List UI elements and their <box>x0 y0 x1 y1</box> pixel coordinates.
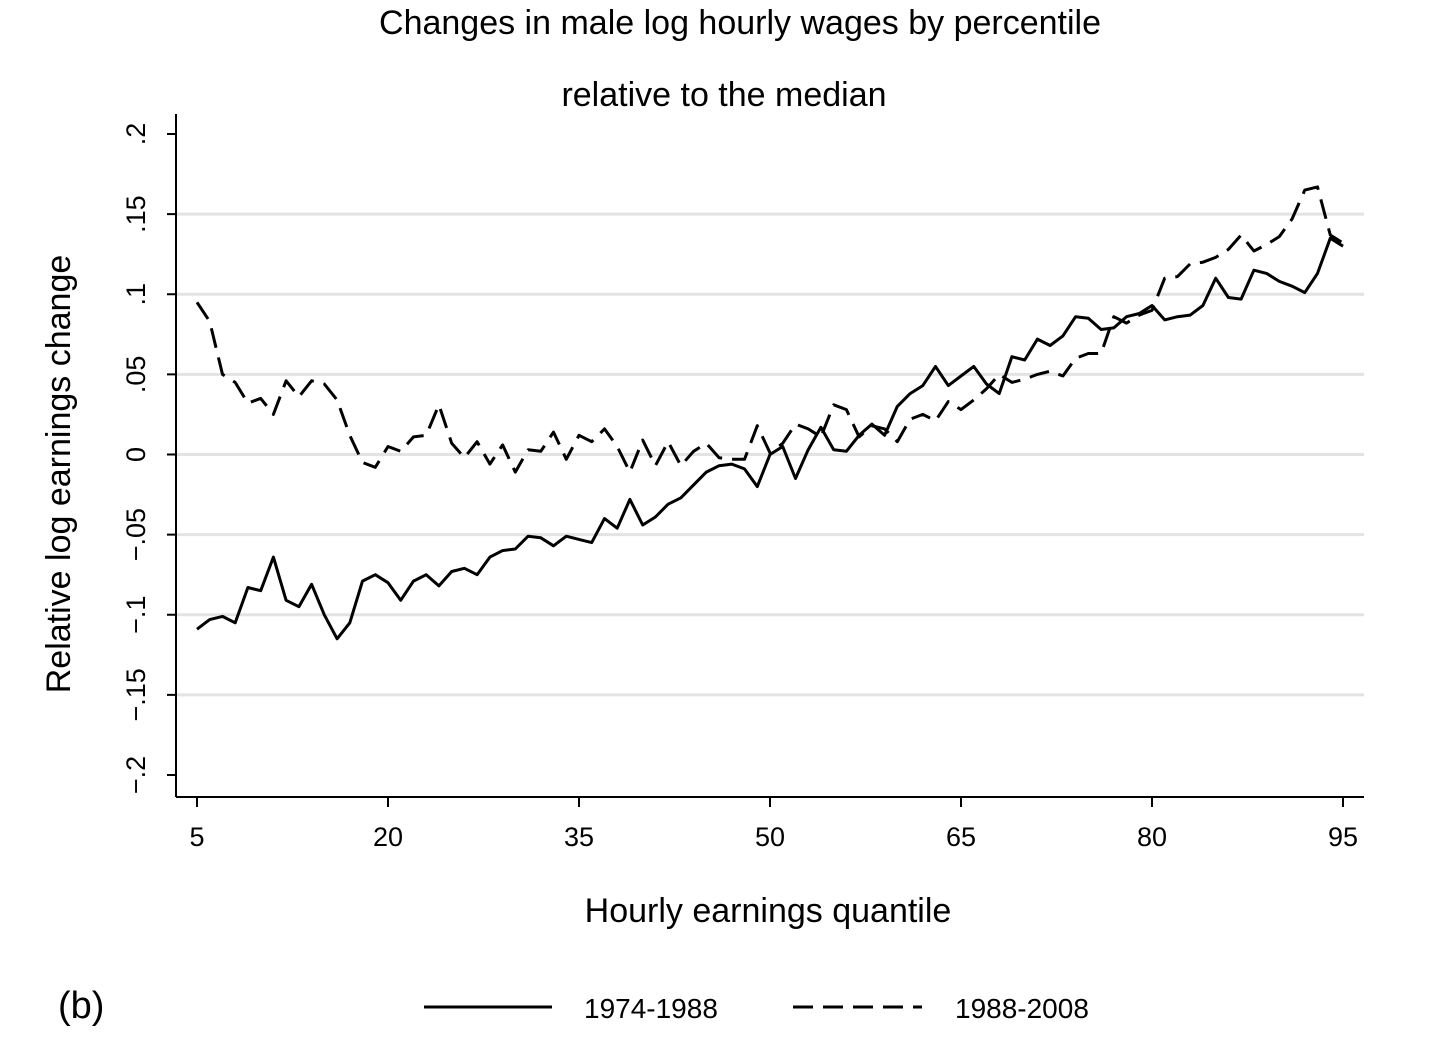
legend-label: 1974-1988 <box>584 993 718 1024</box>
y-ticks: −.2 −.15 −.1 −.05 0 .05 .1 .15 .2 <box>121 123 176 794</box>
x-ticks: 5 20 35 50 65 80 95 <box>189 797 1358 852</box>
x-tick-label: 5 <box>189 822 204 852</box>
y-tick-label: .15 <box>121 195 151 233</box>
x-tick-label: 35 <box>564 822 594 852</box>
gridlines <box>177 212 1364 697</box>
x-tick-label: 65 <box>946 822 976 852</box>
y-axis-title: Relative log earnings change <box>40 255 78 694</box>
series-layer <box>195 185 1344 641</box>
x-tick-label: 20 <box>373 822 403 852</box>
y-tick-label: −.2 <box>121 756 151 794</box>
y-tick-label: −.1 <box>121 596 151 634</box>
panel-label: (b) <box>58 985 104 1027</box>
y-tick-label: −.15 <box>121 668 151 721</box>
y-tick-label: 0 <box>121 447 151 462</box>
x-tick-label: 95 <box>1328 822 1358 852</box>
x-axis-title: Hourly earnings quantile <box>585 892 952 930</box>
series-line-1974-1988 <box>196 236 1344 641</box>
legend: 1974-1988 1988-2008 <box>424 993 1089 1024</box>
y-tick-label: −.05 <box>121 508 151 561</box>
x-tick-label: 80 <box>1137 822 1167 852</box>
y-tick-label: .05 <box>121 356 151 394</box>
legend-label: 1988-2008 <box>955 993 1089 1024</box>
chart-title: Changes in male log hourly wages by perc… <box>379 4 1101 42</box>
series-line-1988-2008 <box>195 185 1344 474</box>
x-tick-label: 50 <box>755 822 785 852</box>
chart-subtitle: relative to the median <box>561 76 886 114</box>
y-tick-label: .2 <box>121 123 151 146</box>
y-tick-label: .1 <box>121 283 151 306</box>
